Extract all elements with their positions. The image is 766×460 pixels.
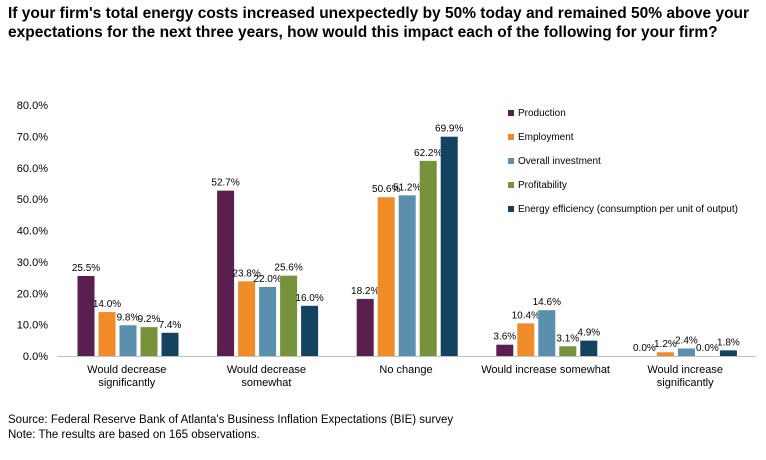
data-label: 51.2% [393, 182, 421, 193]
bar [517, 323, 535, 356]
data-label: 10.4% [512, 310, 540, 321]
data-label: 3.1% [556, 333, 579, 344]
data-label: 52.7% [211, 178, 239, 189]
bar [77, 275, 95, 356]
chart-footer: Source: Federal Reserve Bank of Atlanta'… [8, 413, 453, 443]
data-label: 25.5% [72, 263, 100, 274]
bar [440, 136, 458, 356]
bar [119, 325, 137, 356]
data-label: 1.8% [717, 337, 740, 348]
legend-label: Employment [518, 132, 574, 143]
bar [496, 344, 514, 356]
bar [580, 340, 598, 356]
bar [377, 197, 395, 356]
legend-label: Overall investment [518, 156, 601, 167]
data-label: 0.0% [633, 343, 656, 354]
data-label: 25.6% [274, 263, 302, 274]
data-label: 9.8% [117, 312, 140, 323]
category-label: somewhat [241, 377, 291, 389]
data-label: 3.6% [493, 332, 516, 343]
category-label: Would increase somewhat [481, 364, 610, 376]
category-label: significantly [657, 377, 714, 389]
data-label: 16.0% [295, 293, 323, 304]
chart-title: If your firm's total energy costs increa… [8, 5, 750, 41]
legend-label: Production [518, 108, 566, 119]
data-label: 22.0% [253, 274, 281, 285]
data-label: 14.0% [93, 299, 121, 310]
bar [259, 286, 277, 356]
bar [217, 190, 235, 356]
data-label: 9.2% [138, 314, 161, 325]
data-label: 69.9% [435, 124, 463, 135]
category-label: Would decrease [227, 364, 306, 376]
bar [656, 352, 674, 356]
data-label: 4.9% [577, 328, 600, 339]
category-label: Would increase [647, 364, 723, 376]
legend-swatch [508, 206, 514, 212]
legend-swatch [508, 110, 514, 116]
bar [719, 350, 737, 356]
y-tick-label: 70.0% [17, 131, 48, 143]
y-tick-label: 10.0% [17, 320, 48, 332]
bar [140, 327, 158, 356]
observations-note: Note: The results are based on 165 obser… [8, 429, 260, 441]
bar [419, 160, 437, 356]
category-label: Would decrease [87, 364, 166, 376]
bar [161, 332, 179, 356]
category-label: No change [379, 364, 432, 376]
legend-swatch [508, 158, 514, 164]
legend-label: Profitability [518, 180, 567, 191]
data-label: 7.4% [159, 320, 182, 331]
data-label: 1.2% [654, 339, 677, 350]
y-tick-label: 20.0% [17, 288, 48, 300]
bar [301, 305, 319, 356]
bar [238, 281, 256, 356]
bar [677, 348, 695, 356]
y-tick-label: 80.0% [17, 100, 48, 112]
data-label: 14.6% [533, 297, 561, 308]
y-tick-label: 40.0% [17, 226, 48, 238]
category-label: significantly [98, 377, 155, 389]
bar [538, 310, 556, 356]
bar [280, 275, 298, 356]
data-label: 50.6% [372, 184, 400, 195]
legend-swatch [508, 134, 514, 140]
legend-swatch [508, 182, 514, 188]
data-label: 62.2% [414, 148, 442, 159]
data-label: 23.8% [232, 268, 260, 279]
bar [356, 298, 374, 356]
data-label: 18.2% [351, 286, 379, 297]
y-tick-label: 50.0% [17, 194, 48, 206]
legend-label: Energy efficiency (consumption per unit … [518, 204, 738, 215]
bar [98, 312, 116, 356]
y-tick-label: 60.0% [17, 163, 48, 175]
y-tick-label: 0.0% [23, 351, 48, 363]
bar [398, 195, 416, 356]
source-note: Source: Federal Reserve Bank of Atlanta'… [8, 414, 454, 426]
y-tick-label: 30.0% [17, 257, 48, 269]
data-label: 0.0% [696, 343, 719, 354]
bar [559, 346, 577, 356]
data-label: 2.4% [675, 335, 698, 346]
